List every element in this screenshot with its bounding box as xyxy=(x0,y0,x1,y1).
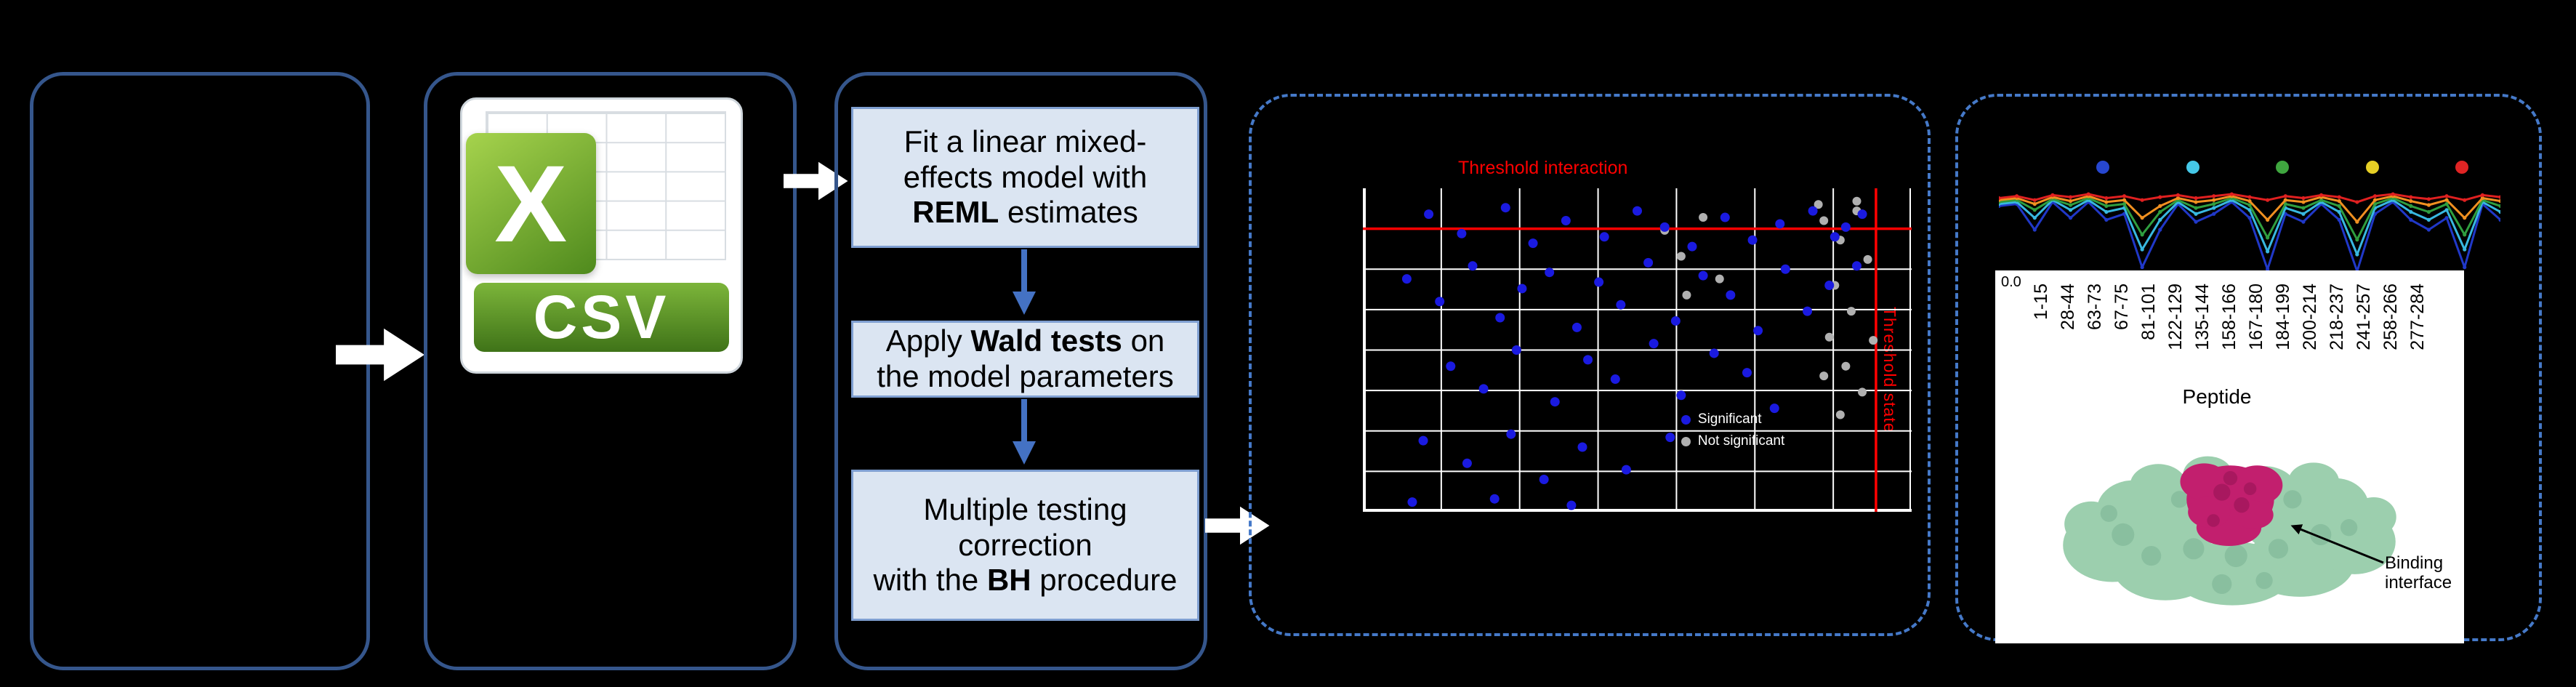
scatter-legend-item: Significant xyxy=(1681,411,1784,427)
timepoint-dot xyxy=(2186,161,2199,174)
step-bh-correction-line3: with the BH procedure xyxy=(873,563,1178,598)
peptide-tick-label: 28-44 xyxy=(2058,284,2078,330)
excel-x-logo: X xyxy=(465,133,596,275)
threshold-interaction-label: Threshold interaction xyxy=(1458,158,1628,178)
peptide-tick-label: 200-214 xyxy=(2300,284,2320,350)
results-peptide-panel: 0.0 Peptide xyxy=(1955,94,2542,643)
csv-banner: CSV xyxy=(474,282,729,352)
peptide-tick-label: 1-15 xyxy=(2031,284,2051,321)
excel-x-letter: X xyxy=(494,142,568,265)
legend-label: Not significant xyxy=(1697,433,1785,449)
input-panel xyxy=(30,72,370,670)
peptide-tick-label: 135-144 xyxy=(2192,284,2213,350)
scatter-legend: Significant Not significant xyxy=(1681,411,1784,449)
peptide-tick-label: 184-199 xyxy=(2273,284,2293,350)
flow-arrow-right-1 xyxy=(336,328,424,382)
step-mixed-model-line1: Fit a linear mixed- xyxy=(903,124,1147,158)
csv-label: CSV xyxy=(533,282,670,351)
threshold-state-label: Threshold state xyxy=(1880,307,1899,433)
peptide-tick-label: 167-180 xyxy=(2246,284,2266,350)
peptide-axis-title: Peptide xyxy=(2182,385,2252,408)
scatter-plot-svg xyxy=(1363,188,1912,512)
peptide-tick-label: 63-73 xyxy=(2085,284,2105,330)
peptide-tick-label: 218-237 xyxy=(2327,284,2347,350)
scatter-legend-item: Not significant xyxy=(1681,433,1784,449)
csv-file-icon: X CSV xyxy=(460,97,743,374)
step-mixed-model: Fit a linear mixed- effects model with R… xyxy=(851,107,1199,248)
flow-arrow-right-3 xyxy=(1205,506,1270,545)
binding-interface-label: Binding interface xyxy=(2385,553,2452,592)
step-bh-correction-line2: correction xyxy=(958,527,1092,562)
csv-data-panel: X CSV xyxy=(424,72,797,670)
step-mixed-model-line3: REML estimates xyxy=(912,195,1138,230)
legend-dot-icon xyxy=(1681,436,1691,446)
y-tick-label: 0.0 xyxy=(2001,274,2021,290)
step-wald-tests: Apply Wald tests on the model parameters xyxy=(851,321,1199,398)
scatter-plot: Significant Not significant xyxy=(1363,188,1912,512)
step-bh-correction: Multiple testing correction with the BH … xyxy=(851,470,1199,621)
peptide-tick-label: 241-257 xyxy=(2354,284,2374,350)
step-wald-tests-line1: Apply Wald tests on xyxy=(885,324,1165,358)
flow-arrow-down-1 xyxy=(1013,249,1036,315)
statistics-panel: Fit a linear mixed- effects model with R… xyxy=(834,72,1207,670)
uptake-line-chart xyxy=(1999,192,2500,273)
timepoint-dot xyxy=(2096,161,2109,174)
peptide-tick-label: 67-75 xyxy=(2112,284,2132,330)
legend-label: Significant xyxy=(1697,411,1762,427)
timepoint-dot xyxy=(2276,161,2289,174)
peptide-axis-panel: 0.0 Peptide xyxy=(1995,270,2464,643)
legend-dot-icon xyxy=(1681,414,1691,425)
step-bh-correction-line1: Multiple testing xyxy=(923,491,1127,526)
results-scatter-panel: Threshold interaction Threshold state Si… xyxy=(1249,94,1931,636)
peptide-tick-label: 258-266 xyxy=(2380,284,2401,350)
timepoint-legend-dots xyxy=(2096,161,2468,174)
flow-arrow-down-2 xyxy=(1013,399,1036,465)
flow-arrow-right-2 xyxy=(784,161,848,201)
step-wald-tests-line2: the model parameters xyxy=(877,359,1174,393)
timepoint-dot xyxy=(2455,161,2468,174)
peptide-tick-label: 277-284 xyxy=(2407,284,2428,350)
protein-structure xyxy=(2063,456,2396,606)
timepoint-dot xyxy=(2365,161,2379,174)
peptide-tick-label: 158-166 xyxy=(2219,284,2239,350)
peptide-tick-label: 122-129 xyxy=(2165,284,2186,350)
peptide-tick-label: 81-101 xyxy=(2138,284,2159,340)
step-mixed-model-line2: effects model with xyxy=(903,159,1148,194)
